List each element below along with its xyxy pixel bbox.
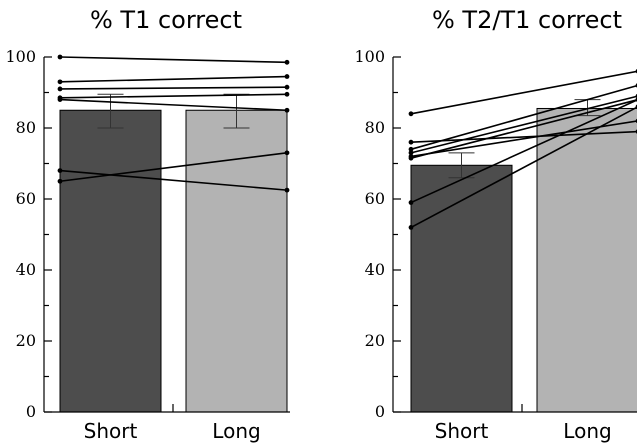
y-tick-label: 20 [16, 331, 36, 350]
error-bar-short [448, 152, 475, 179]
bar-long [185, 109, 288, 413]
subject-line [57, 150, 290, 184]
y-tick-label: 0 [375, 402, 385, 421]
subject-line [57, 168, 290, 193]
x-tick-label: Short [435, 419, 489, 443]
subject-line [57, 54, 290, 65]
y-tick-label: 100 [5, 47, 36, 66]
y-tick-label: 60 [16, 189, 36, 208]
subject-line [57, 84, 290, 92]
y-tick-label: 40 [365, 260, 385, 279]
subject-line [57, 91, 290, 101]
y-tick-label: 40 [16, 260, 36, 279]
subject-line [408, 104, 637, 230]
y-tick-label: 60 [365, 189, 385, 208]
y-tick-label: 80 [365, 118, 385, 137]
panel-t1-correct: % T1 correct 0 20 40 60 80 100 Short Long [5, 6, 290, 443]
panel-t2-t1-correct: % T2/T1 correct 0 20 40 60 80 100 Short Long [354, 6, 637, 443]
chart-title: % T2/T1 correct [432, 6, 622, 34]
subject-line [57, 97, 290, 113]
y-tick-label: 20 [365, 331, 385, 350]
y-tick-label: 100 [354, 47, 385, 66]
y-tick-label: 0 [26, 402, 36, 421]
x-tick-label: Long [212, 419, 260, 443]
chart-title: % T1 correct [90, 6, 242, 34]
bar-short [410, 164, 513, 413]
error-bar-short [97, 93, 124, 129]
x-tick-label: Long [563, 419, 611, 443]
subject-line [408, 69, 637, 117]
subject-line [408, 83, 637, 152]
subject-line [57, 74, 290, 85]
subject-line [408, 93, 637, 156]
y-tick-label: 80 [16, 118, 36, 137]
bar-long [536, 107, 637, 413]
bar-short [59, 109, 162, 413]
x-tick-label: Short [84, 419, 138, 443]
